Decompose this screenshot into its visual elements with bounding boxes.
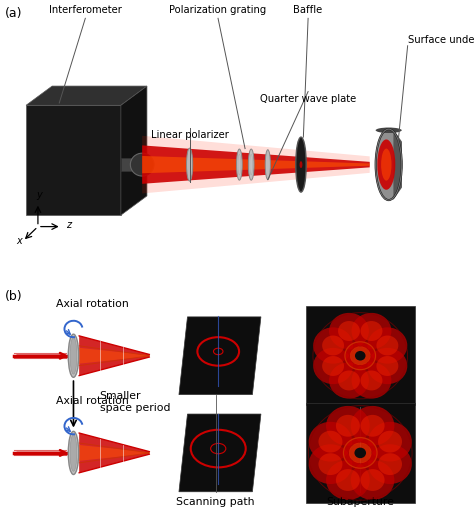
Ellipse shape: [68, 431, 79, 474]
Text: (a): (a): [5, 7, 22, 20]
Ellipse shape: [375, 127, 402, 133]
Polygon shape: [306, 306, 415, 406]
Circle shape: [368, 422, 412, 461]
Circle shape: [338, 371, 360, 390]
Circle shape: [361, 371, 383, 390]
Polygon shape: [79, 433, 149, 473]
Text: x: x: [16, 236, 22, 246]
Text: Subaperture: Subaperture: [326, 497, 394, 507]
Text: Scanning path: Scanning path: [176, 497, 255, 507]
Text: z: z: [66, 220, 72, 230]
Circle shape: [344, 341, 376, 371]
Ellipse shape: [375, 129, 402, 200]
Text: Quarter wave plate: Quarter wave plate: [260, 94, 356, 104]
Text: Linear polarizer: Linear polarizer: [151, 130, 228, 140]
Text: Smaller
space period: Smaller space period: [100, 392, 170, 413]
Circle shape: [355, 448, 366, 458]
Circle shape: [361, 469, 384, 491]
Circle shape: [367, 327, 407, 364]
Polygon shape: [121, 86, 147, 215]
Text: Polarization grating: Polarization grating: [169, 5, 267, 15]
Circle shape: [309, 422, 352, 461]
Ellipse shape: [296, 137, 306, 192]
Circle shape: [336, 469, 360, 491]
Polygon shape: [121, 158, 142, 171]
Circle shape: [309, 444, 352, 484]
Text: y: y: [36, 190, 42, 200]
Circle shape: [322, 356, 344, 376]
Polygon shape: [79, 445, 149, 461]
Polygon shape: [79, 348, 149, 364]
Ellipse shape: [237, 149, 242, 180]
Circle shape: [313, 327, 353, 364]
Ellipse shape: [248, 149, 254, 180]
Text: Axial rotation: Axial rotation: [56, 299, 129, 309]
Circle shape: [313, 348, 353, 384]
Circle shape: [352, 362, 392, 399]
Circle shape: [349, 443, 372, 463]
Circle shape: [351, 406, 394, 446]
Text: Surface under test: Surface under test: [408, 35, 474, 45]
Polygon shape: [179, 317, 261, 395]
Polygon shape: [79, 336, 149, 376]
Polygon shape: [26, 105, 121, 215]
Circle shape: [361, 415, 384, 437]
Text: Baffle: Baffle: [293, 5, 323, 15]
Circle shape: [326, 406, 370, 446]
Circle shape: [351, 460, 394, 500]
Ellipse shape: [70, 337, 77, 374]
Text: Axial rotation: Axial rotation: [56, 396, 129, 406]
Ellipse shape: [68, 334, 79, 377]
Circle shape: [350, 347, 371, 365]
Circle shape: [130, 153, 154, 176]
Circle shape: [338, 321, 360, 341]
Circle shape: [336, 415, 360, 437]
Polygon shape: [142, 146, 370, 184]
Polygon shape: [142, 156, 370, 173]
Circle shape: [319, 431, 342, 453]
Circle shape: [368, 444, 412, 484]
Polygon shape: [306, 403, 415, 503]
Circle shape: [367, 348, 407, 384]
Circle shape: [326, 460, 370, 500]
Circle shape: [361, 321, 383, 341]
Ellipse shape: [381, 149, 392, 181]
Circle shape: [329, 362, 369, 399]
Circle shape: [319, 453, 342, 475]
Circle shape: [329, 313, 369, 349]
Circle shape: [355, 351, 365, 361]
Text: (b): (b): [5, 290, 22, 303]
Ellipse shape: [377, 139, 395, 190]
Ellipse shape: [300, 161, 302, 168]
Circle shape: [352, 313, 392, 349]
Circle shape: [378, 453, 402, 475]
Circle shape: [376, 336, 398, 355]
Ellipse shape: [265, 150, 271, 180]
Ellipse shape: [187, 148, 192, 181]
Ellipse shape: [70, 434, 77, 471]
Circle shape: [376, 356, 398, 376]
Circle shape: [343, 437, 378, 469]
Text: Interferometer: Interferometer: [49, 5, 122, 15]
Circle shape: [378, 431, 402, 453]
Circle shape: [322, 336, 344, 355]
Polygon shape: [142, 136, 370, 194]
Polygon shape: [179, 414, 261, 492]
Polygon shape: [26, 86, 147, 105]
Polygon shape: [393, 129, 402, 200]
